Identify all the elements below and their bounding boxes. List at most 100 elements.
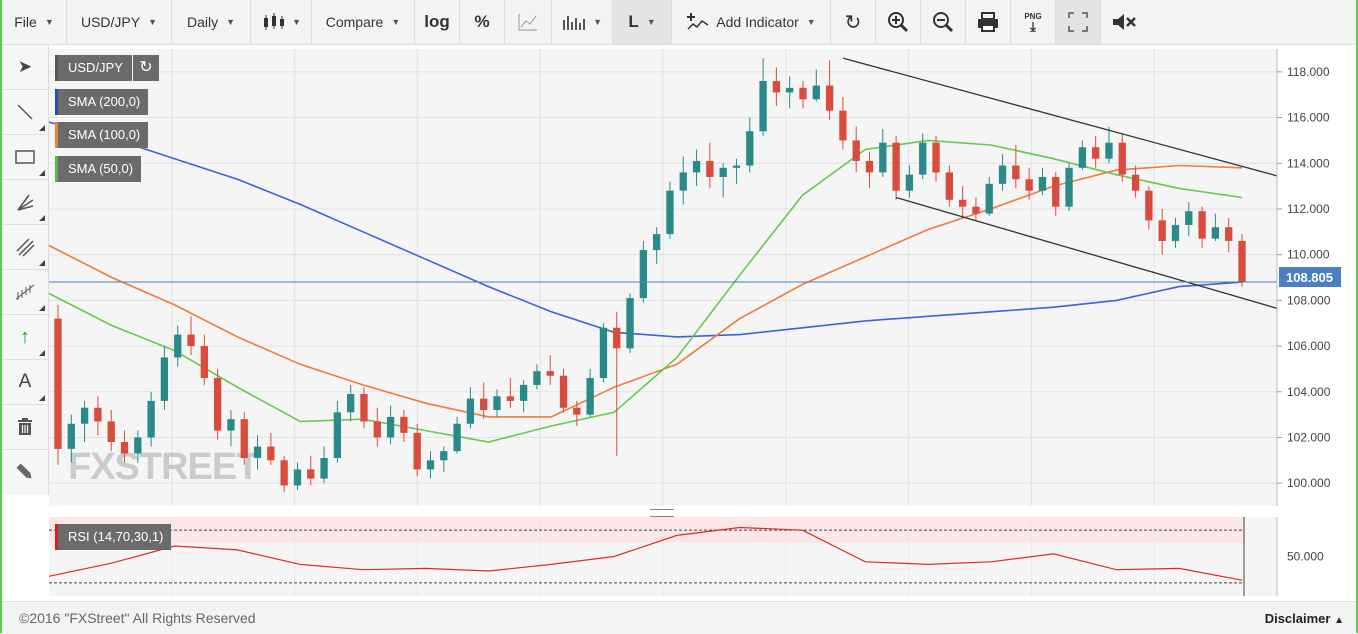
legend-symbol[interactable]: USD/JPY — [55, 55, 132, 81]
current-price-badge — [1279, 267, 1341, 287]
candle-body — [147, 400, 155, 438]
pointer-tool[interactable]: ➤ — [2, 45, 48, 90]
candle-body — [932, 142, 940, 173]
candle-body — [413, 432, 421, 470]
candle-body — [1105, 142, 1113, 159]
candle-body — [839, 110, 847, 141]
log-button[interactable]: log — [415, 0, 460, 44]
add-indicator-menu[interactable]: Add Indicator ▼ — [672, 0, 831, 44]
disclaimer-label: Disclaimer — [1264, 611, 1331, 626]
volume-button[interactable]: ▼ — [552, 0, 613, 44]
refresh-button[interactable]: ↻ — [831, 0, 876, 44]
chart-type-button[interactable]: ▼ — [251, 0, 312, 44]
text-tool[interactable]: A — [2, 360, 48, 405]
channel-tool[interactable] — [2, 225, 48, 270]
parallel-lines-icon — [16, 238, 35, 257]
rsi-pane: 50.000 — [48, 517, 1324, 596]
candle-body — [599, 327, 608, 379]
candle-body — [958, 199, 967, 207]
candle-body — [1012, 165, 1020, 180]
candle-body — [200, 346, 208, 379]
y-tick-label: 112.000 — [1287, 202, 1330, 216]
candle-body — [546, 371, 554, 376]
legend-sma200[interactable]: SMA (200,0) — [55, 89, 149, 115]
trendlines — [842, 57, 1278, 309]
symbol-menu[interactable]: USD/JPY ▼ — [67, 0, 172, 44]
rectangle-tool[interactable] — [2, 135, 48, 180]
candle-body — [134, 437, 142, 454]
candle-body — [94, 407, 102, 422]
line-tool[interactable] — [2, 90, 48, 135]
legend-sma50[interactable]: SMA (50,0) — [55, 156, 142, 182]
download-icon: ⤓ — [1030, 18, 1036, 34]
line-icon — [17, 104, 33, 120]
fullscreen-button[interactable] — [1056, 0, 1101, 44]
axis-chart-icon — [518, 14, 537, 31]
candle-body — [280, 460, 288, 486]
candle-body — [1158, 220, 1166, 241]
compare-label: Compare — [325, 14, 384, 30]
candle-body — [54, 318, 62, 449]
candle-body — [1052, 176, 1060, 207]
file-menu[interactable]: File ▼ — [2, 0, 67, 44]
print-button[interactable] — [966, 0, 1011, 44]
candle-body — [80, 407, 89, 424]
scale-button[interactable] — [505, 0, 552, 44]
rsi-tick-label: 50.000 — [1287, 550, 1324, 564]
corner-icon — [39, 350, 45, 356]
line-type-label: L — [628, 12, 639, 31]
compare-menu[interactable]: Compare ▼ — [312, 0, 415, 44]
candle-body — [1131, 174, 1140, 191]
chevron-down-icon: ▼ — [292, 17, 301, 27]
corner-icon — [39, 395, 45, 401]
candle-body — [400, 416, 408, 433]
candle-body — [227, 419, 235, 431]
candle-body — [293, 469, 302, 486]
percent-button[interactable]: % — [460, 0, 505, 44]
legend-reload-button[interactable]: ↻ — [133, 55, 159, 81]
mute-button[interactable] — [1101, 0, 1147, 44]
pane-splitter-handle[interactable] — [650, 509, 674, 517]
candle-body — [160, 357, 169, 401]
candle-body — [892, 142, 900, 191]
interval-menu[interactable]: Daily ▼ — [172, 0, 251, 44]
bars-icon — [563, 16, 585, 30]
delete-tool[interactable] — [2, 405, 48, 450]
candle-body — [107, 421, 115, 443]
candle-body — [213, 378, 222, 431]
trendline — [895, 196, 1278, 309]
candle-body — [307, 469, 315, 479]
edit-tool[interactable] — [2, 450, 48, 494]
fibonacci-tool[interactable] — [2, 270, 48, 315]
candle-body — [1238, 240, 1246, 283]
y-tick-label: 106.000 — [1287, 339, 1331, 353]
candle-body — [1185, 211, 1193, 225]
candle-body — [865, 160, 874, 173]
candle-body — [1065, 167, 1073, 207]
png-label: PNG — [1024, 11, 1042, 21]
legend-rsi[interactable]: RSI (14,70,30,1) — [55, 524, 172, 550]
corner-icon — [39, 215, 45, 221]
disclaimer-link[interactable]: Disclaimer ▲ — [1265, 611, 1344, 626]
png-export-button[interactable]: PNG ⤓ — [1011, 0, 1056, 44]
candle-body — [905, 174, 914, 191]
chevron-up-icon: ▲ — [1334, 615, 1344, 626]
candle-body — [333, 412, 342, 459]
y-tick-label: 102.000 — [1287, 430, 1331, 444]
toolbar: File ▼ USD/JPY ▼ Daily ▼ ▼ Compare ▼ log % ▼… — [2, 0, 1356, 45]
text-icon: A — [18, 371, 32, 392]
chevron-down-icon: ▼ — [593, 17, 602, 27]
arrow-tool[interactable]: ↑ — [2, 315, 48, 360]
zoom-out-button[interactable] — [921, 0, 966, 44]
candle-body — [1145, 190, 1153, 221]
zoom-in-button[interactable] — [876, 0, 921, 44]
line-type-menu[interactable]: L ▼ — [613, 0, 672, 44]
candle-body — [1211, 227, 1220, 239]
candle-body — [519, 384, 528, 401]
legend-sma100[interactable]: SMA (100,0) — [55, 122, 149, 148]
chevron-down-icon: ▼ — [44, 17, 54, 27]
candle-body — [320, 458, 328, 479]
candle-body — [919, 142, 927, 175]
pitchfork-tool[interactable] — [2, 180, 48, 225]
